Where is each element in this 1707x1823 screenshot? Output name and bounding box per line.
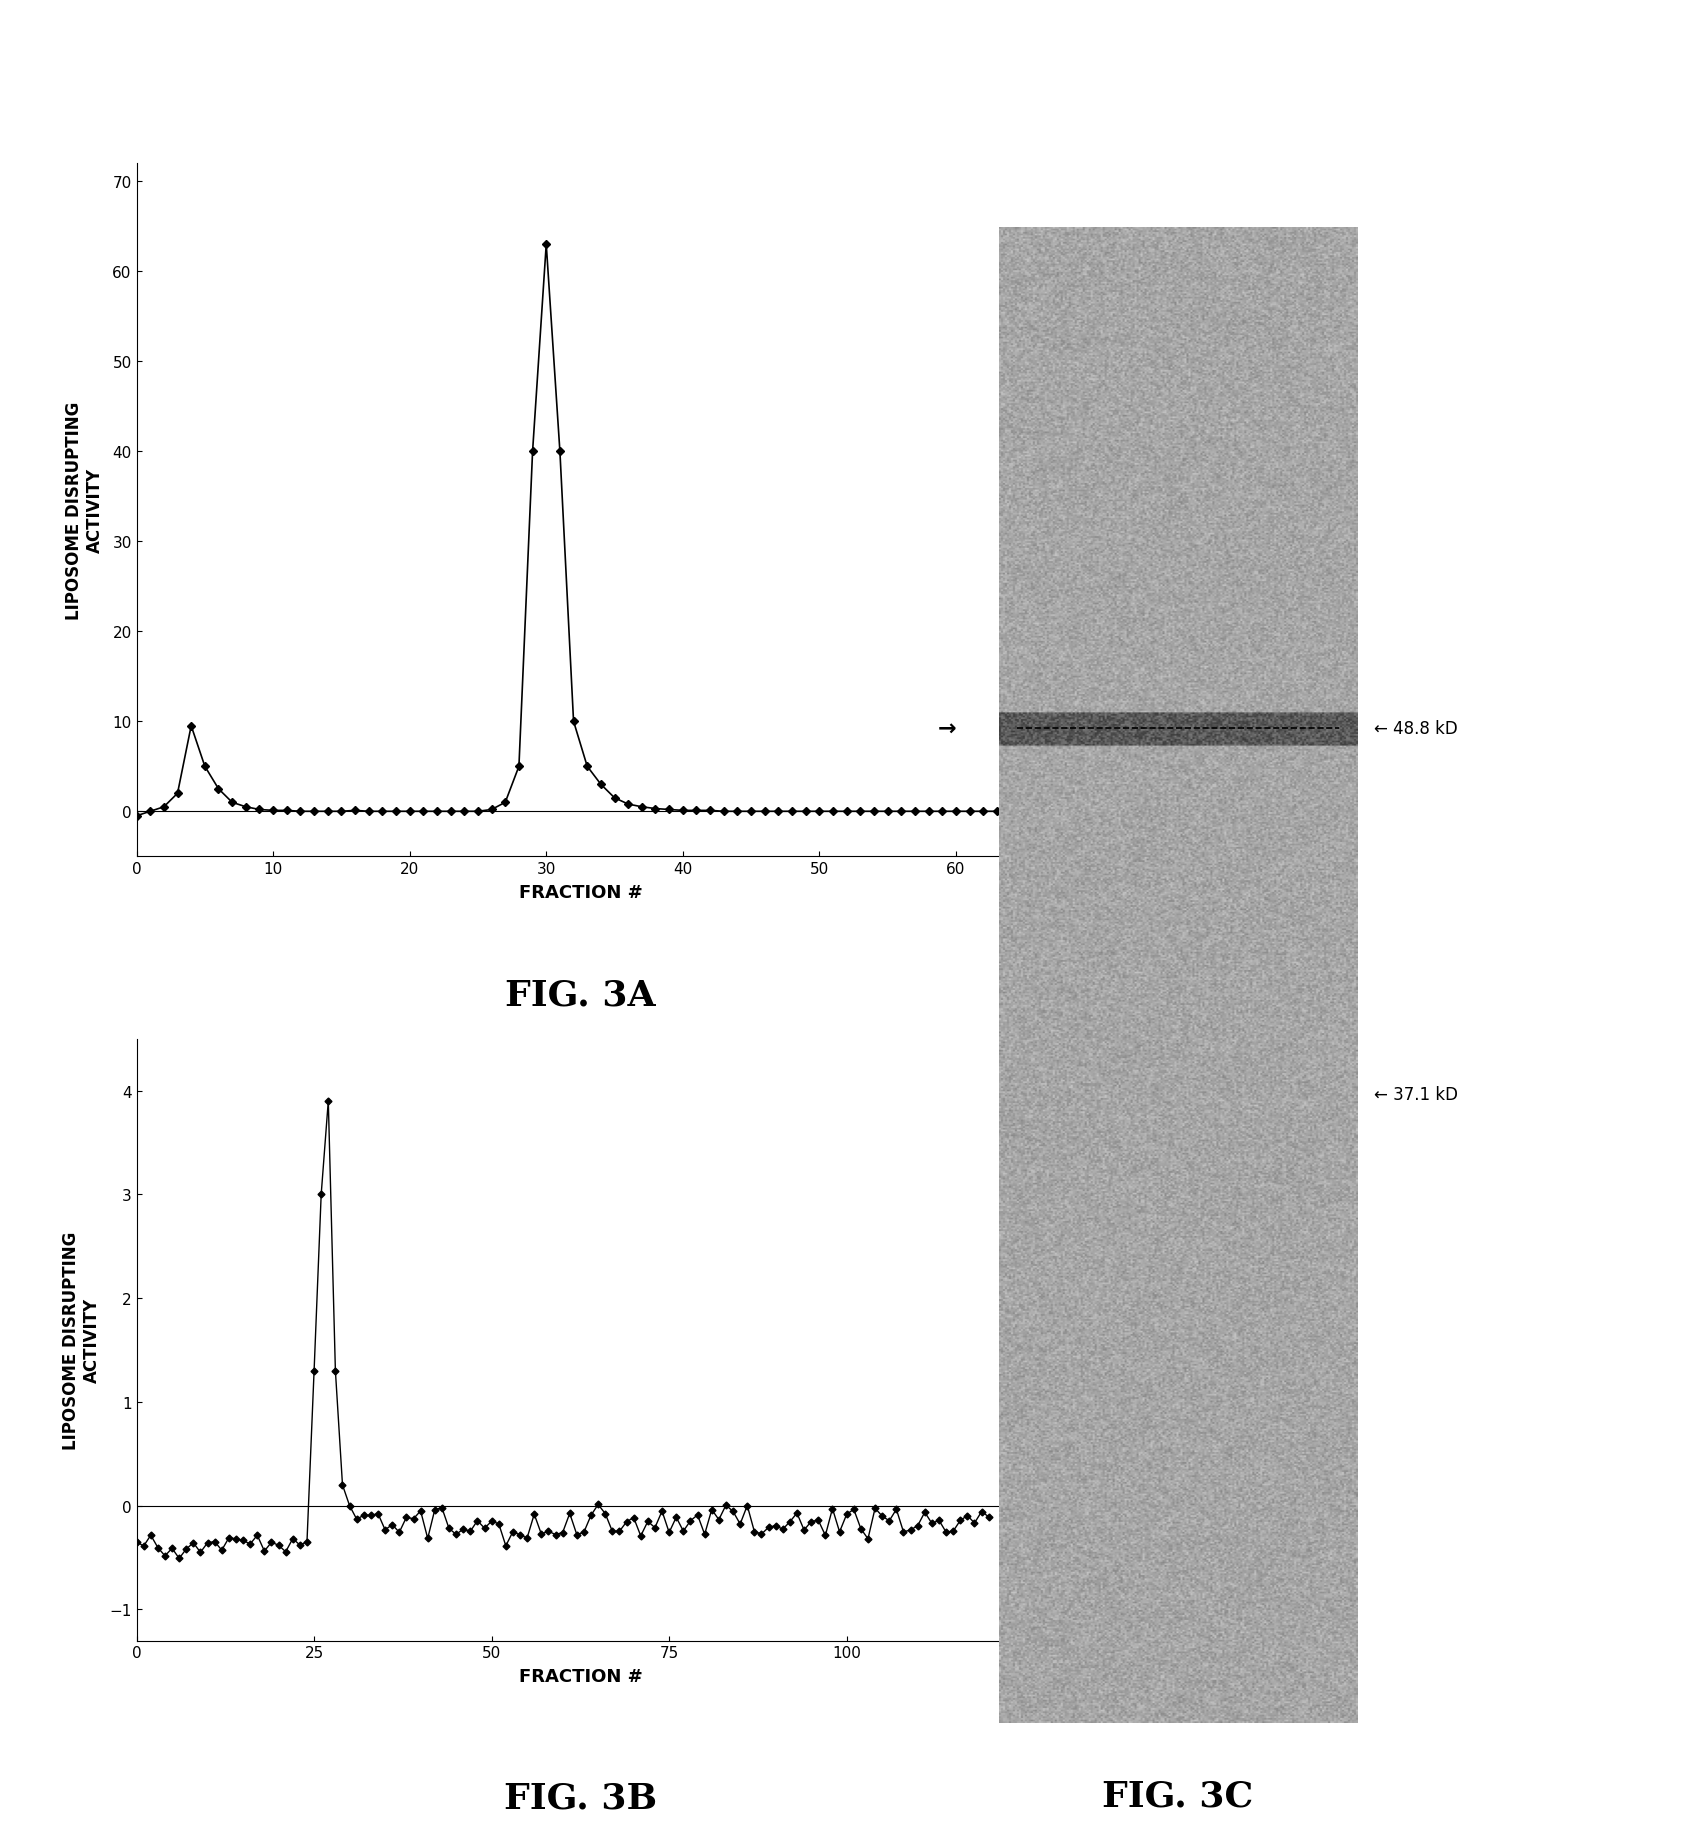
Text: FIG. 3A: FIG. 3A <box>505 979 655 1012</box>
Y-axis label: LIPOSOME DISRUPTING
ACTIVITY: LIPOSOME DISRUPTING ACTIVITY <box>65 401 104 620</box>
Text: →: → <box>939 718 956 738</box>
Text: FIG. 3B: FIG. 3B <box>504 1779 657 1814</box>
Text: FIG. 3C: FIG. 3C <box>1103 1779 1253 1812</box>
X-axis label: FRACTION #: FRACTION # <box>519 884 642 902</box>
Text: ← 37.1 kD: ← 37.1 kD <box>1374 1087 1458 1105</box>
Text: ← 48.8 kD: ← 48.8 kD <box>1374 720 1458 738</box>
X-axis label: FRACTION #: FRACTION # <box>519 1668 642 1686</box>
Y-axis label: LIPOSOME DISRUPTING
ACTIVITY: LIPOSOME DISRUPTING ACTIVITY <box>61 1231 101 1449</box>
